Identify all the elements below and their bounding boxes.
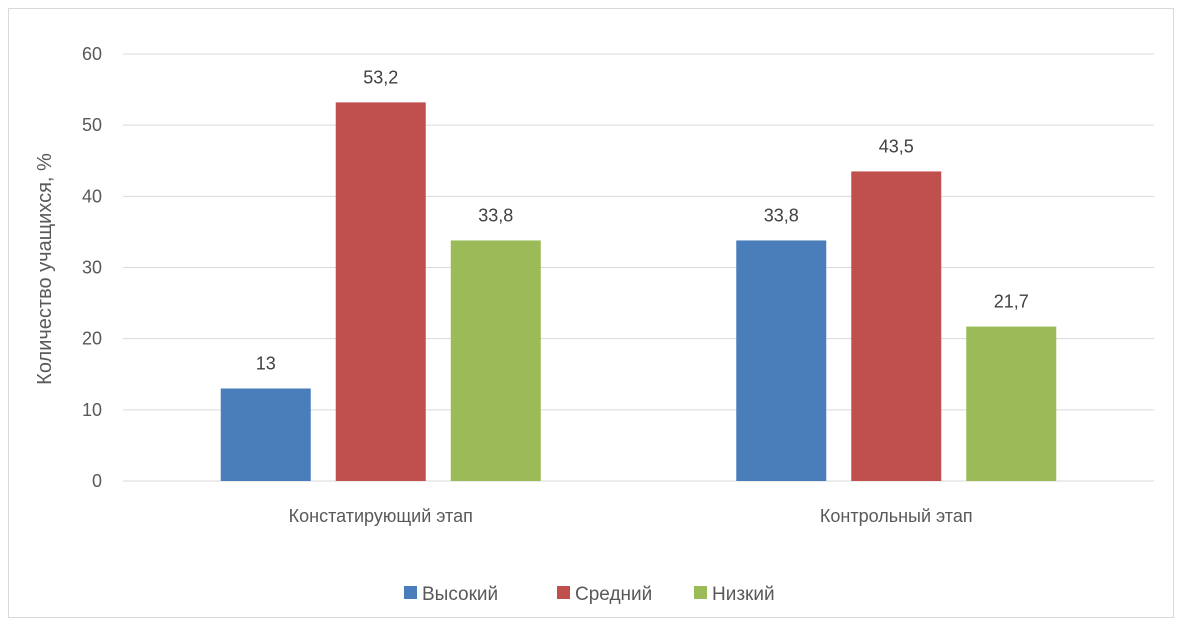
data-label: 43,5 xyxy=(879,136,914,156)
legend-swatch-высокий xyxy=(404,586,417,599)
bar-средний xyxy=(851,171,942,482)
bar-chart: 0 10 20 30 40 50 60 Количество учащихся, % 13 53,… xyxy=(34,44,1154,605)
y-tick-label: 10 xyxy=(82,400,102,420)
y-tick-label: 30 xyxy=(82,258,102,278)
legend-label: Низкий xyxy=(712,584,775,605)
y-tick-label: 60 xyxy=(82,44,102,64)
bar-низкий xyxy=(450,240,541,481)
category-label: Констатирующий этап xyxy=(289,506,473,526)
legend-swatch-низкий xyxy=(694,586,707,599)
bar-высокий xyxy=(736,240,827,481)
data-label: 53,2 xyxy=(363,67,398,87)
y-tick-label: 50 xyxy=(82,115,102,135)
legend-swatch-средний xyxy=(557,586,570,599)
category-label: Контрольный этап xyxy=(820,506,973,526)
chart-frame: 0 10 20 30 40 50 60 Количество учащихся, % 13 53,… xyxy=(8,8,1174,618)
data-label: 33,8 xyxy=(764,205,799,225)
bar-средний xyxy=(335,102,426,481)
legend-label: Средний xyxy=(575,584,652,605)
data-label: 21,7 xyxy=(994,292,1029,312)
y-tick-label: 0 xyxy=(92,471,102,491)
data-label: 33,8 xyxy=(478,205,513,225)
y-tick-label: 20 xyxy=(82,329,102,349)
bar-высокий xyxy=(220,388,311,481)
bar-низкий xyxy=(966,326,1057,481)
legend-label: Высокий xyxy=(422,584,498,605)
y-axis-title: Количество учащихся, % xyxy=(34,153,56,385)
y-tick-label: 40 xyxy=(82,186,102,206)
data-label: 13 xyxy=(256,353,276,373)
